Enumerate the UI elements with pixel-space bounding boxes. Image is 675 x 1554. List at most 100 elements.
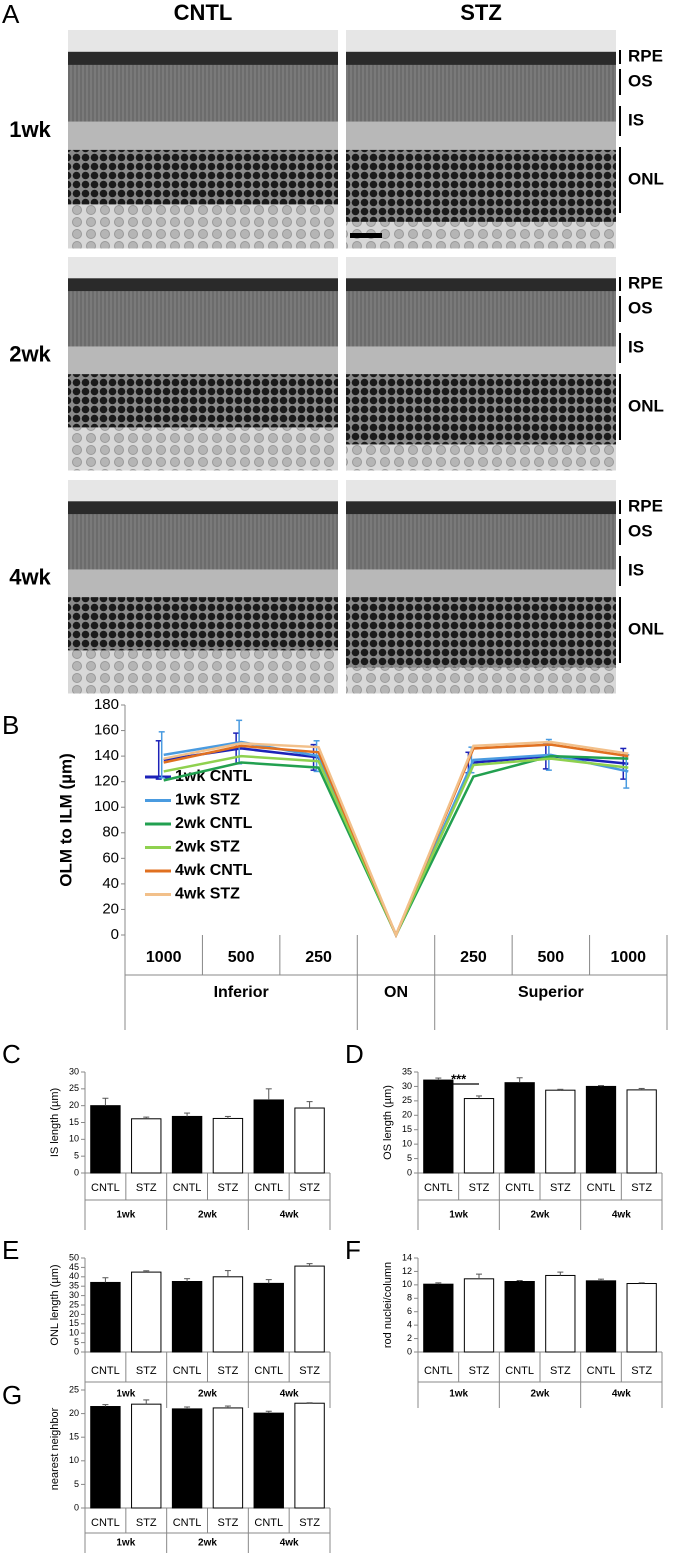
- layer-label: IS: [628, 337, 644, 356]
- y-tick-label: 10: [402, 1279, 412, 1289]
- error-bar: [184, 1406, 191, 1409]
- y-tick-label: 0: [74, 1346, 79, 1356]
- y-tick-label: 35: [402, 1066, 412, 1076]
- error-bar: [476, 1273, 482, 1279]
- y-tick-label: 5: [74, 1337, 79, 1347]
- x-tick-label: STZ: [631, 1182, 652, 1194]
- y-tick-label: 140: [94, 747, 119, 764]
- group-label: 4wk: [280, 1538, 299, 1549]
- y-tick-label: 10: [402, 1139, 412, 1149]
- y-tick-label: 15: [69, 1432, 79, 1442]
- y-tick-label: 20: [69, 1408, 79, 1418]
- bar: [294, 1265, 325, 1353]
- micrograph: [346, 257, 616, 471]
- y-tick-label: 100: [94, 798, 119, 815]
- y-tick-label: 14: [402, 1252, 412, 1262]
- tissue-band: [68, 51, 338, 66]
- panel-label: A: [2, 0, 20, 29]
- x-tick-label: CNTL: [91, 1365, 120, 1377]
- group-label: 4wk: [280, 1210, 299, 1221]
- tissue-band: [68, 278, 338, 292]
- x-tick-label: STZ: [299, 1182, 320, 1194]
- x-tick-label: STZ: [550, 1365, 571, 1377]
- bar: [504, 1082, 535, 1174]
- x-tick-label: CNTL: [505, 1182, 534, 1194]
- y-tick-label: 20: [102, 900, 119, 917]
- error-bar: [102, 1097, 109, 1106]
- x-tick-label: 1000: [146, 949, 182, 966]
- legend-label: 4wk STZ: [175, 886, 240, 903]
- error-bar: [143, 1270, 150, 1273]
- legend-label: 2wk STZ: [175, 839, 240, 856]
- layer-label: ONL: [628, 169, 664, 188]
- tissue-band: [346, 121, 616, 151]
- y-tick-label: 40: [102, 875, 119, 892]
- layer-label: OS: [628, 298, 653, 317]
- group-label: 2wk: [198, 1538, 217, 1549]
- error-bar: [598, 1085, 604, 1087]
- tissue-band: [68, 427, 338, 471]
- bar: [463, 1098, 495, 1174]
- panel-label: G: [2, 1380, 22, 1410]
- y-tick-label: 160: [94, 722, 119, 739]
- bar: [90, 1105, 121, 1174]
- tissue-band: [346, 257, 616, 279]
- bar: [212, 1407, 244, 1509]
- y-tick-label: 10: [69, 1328, 79, 1338]
- tissue-band: [346, 51, 616, 66]
- y-tick-label: 35: [69, 1281, 79, 1291]
- y-tick-label: 15: [402, 1124, 412, 1134]
- error-bar: [224, 1115, 231, 1119]
- error-bar: [102, 1404, 109, 1407]
- bar: [171, 1115, 203, 1174]
- error-bar: [306, 1263, 313, 1267]
- layer-label: OS: [628, 521, 653, 540]
- error-bar: [435, 1282, 442, 1285]
- y-tick-label: 0: [74, 1502, 79, 1512]
- bar: [626, 1283, 657, 1353]
- error-bar: [224, 1270, 231, 1277]
- bar: [90, 1281, 121, 1353]
- error-bar: [155, 740, 162, 780]
- y-axis-label: IS length (µm): [49, 1088, 61, 1157]
- y-tick-label: 120: [94, 773, 119, 790]
- y-axis-label: ONL length (µm): [49, 1264, 61, 1345]
- error-bar: [184, 1278, 191, 1282]
- bar: [131, 1118, 162, 1174]
- tissue-band: [68, 374, 338, 428]
- x-tick-label: STZ: [218, 1365, 239, 1377]
- layer-label: OS: [628, 71, 653, 90]
- x-tick-label: 500: [228, 949, 255, 966]
- y-tick-label: 20: [69, 1309, 79, 1319]
- layer-label: ONL: [628, 396, 664, 415]
- y-tick-label: 15: [69, 1117, 79, 1127]
- group-label: 2wk: [531, 1389, 550, 1400]
- y-tick-label: 80: [102, 824, 119, 841]
- x-tick-label: STZ: [469, 1182, 490, 1194]
- tissue-band: [346, 374, 616, 445]
- x-tick-label: CNTL: [587, 1365, 616, 1377]
- scale-bar: [350, 233, 382, 238]
- y-tick-label: 25: [69, 1384, 79, 1394]
- tissue-band: [68, 650, 338, 694]
- y-axis-label: nearest neighbor: [49, 1407, 61, 1490]
- group-label: ON: [384, 984, 408, 1001]
- bar: [585, 1280, 617, 1353]
- y-tick-label: 30: [69, 1066, 79, 1076]
- tissue-band: [346, 501, 616, 515]
- y-tick-label: 45: [69, 1262, 79, 1272]
- column-header: STZ: [460, 0, 502, 25]
- y-tick-label: 5: [74, 1479, 79, 1489]
- y-tick-label: 20: [69, 1100, 79, 1110]
- x-tick-label: STZ: [631, 1365, 652, 1377]
- tissue-band: [346, 480, 616, 502]
- group-label: 1wk: [116, 1210, 135, 1221]
- bar: [294, 1107, 325, 1174]
- bar: [212, 1117, 244, 1174]
- x-tick-label: STZ: [218, 1182, 239, 1194]
- tissue-band: [68, 514, 338, 570]
- group-label: Superior: [518, 984, 584, 1001]
- bar: [463, 1278, 495, 1353]
- bar: [504, 1281, 535, 1353]
- tissue-band: [68, 257, 338, 279]
